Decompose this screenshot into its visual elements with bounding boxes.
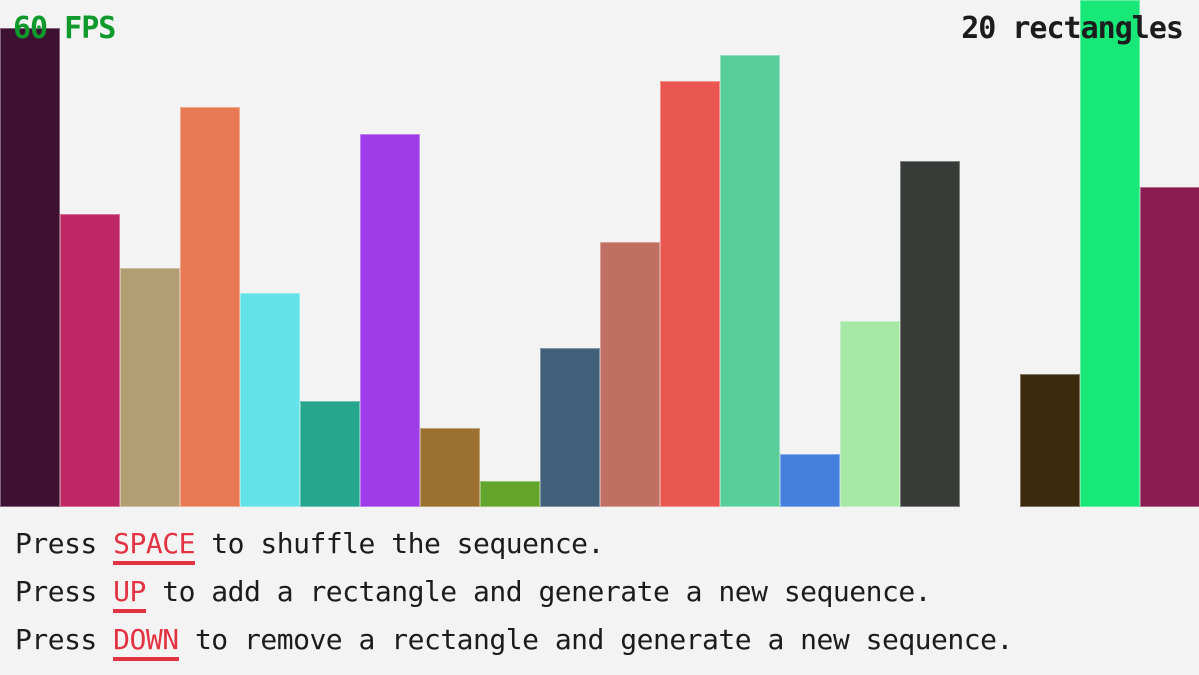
rectangle-bar — [60, 214, 120, 507]
rectangle-bar — [240, 293, 300, 507]
rectangle-bar — [780, 454, 840, 507]
rectangle-bar — [420, 428, 480, 507]
rectangle-bar — [960, 437, 1020, 507]
instruction-suffix: to remove a rectangle and generate a new… — [178, 623, 1013, 656]
rectangle-bar — [480, 481, 540, 507]
rectangle-bar — [0, 28, 60, 507]
key-up: UP — [113, 575, 146, 613]
instruction-add: Press UP to add a rectangle and generate… — [15, 575, 1013, 613]
rectangle-bar — [300, 401, 360, 507]
instructions: Press SPACE to shuffle the sequence. Pre… — [15, 527, 1013, 671]
rectangle-bar — [1080, 0, 1140, 507]
rectangle-bar — [1020, 374, 1080, 507]
key-space: SPACE — [113, 527, 195, 565]
rectangle-bar — [840, 321, 900, 507]
rectangle-bar — [660, 81, 720, 507]
key-down: DOWN — [113, 623, 179, 661]
fps-counter: 60 FPS — [13, 11, 116, 46]
rectangle-bar — [540, 348, 600, 507]
instruction-remove: Press DOWN to remove a rectangle and gen… — [15, 623, 1013, 661]
rectangle-bar — [1140, 187, 1199, 507]
rectangle-bar — [720, 55, 780, 507]
instruction-suffix: to add a rectangle and generate a new se… — [145, 575, 932, 608]
instruction-prefix: Press — [15, 527, 114, 560]
rectangle-bar — [900, 161, 960, 507]
rectangle-bar — [120, 268, 180, 507]
rectangle-bar — [360, 134, 420, 507]
rectangle-count-label: 20 rectangles — [961, 11, 1184, 46]
instruction-shuffle: Press SPACE to shuffle the sequence. — [15, 527, 1013, 565]
rectangle-bar — [180, 107, 240, 507]
instruction-prefix: Press — [15, 575, 114, 608]
instruction-prefix: Press — [15, 623, 114, 656]
rectangle-bar — [600, 242, 660, 507]
instruction-suffix: to shuffle the sequence. — [194, 527, 604, 560]
